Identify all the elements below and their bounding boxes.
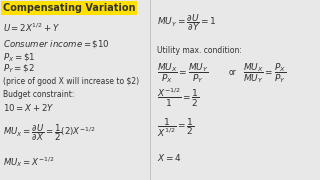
Text: (price of good X will increase to $2): (price of good X will increase to $2)	[3, 77, 139, 86]
Text: $X = 4$: $X = 4$	[157, 152, 181, 163]
Text: $MU_X = X^{-1/2}$: $MU_X = X^{-1/2}$	[3, 155, 55, 169]
Text: Compensating Variation: Compensating Variation	[3, 3, 136, 13]
Text: $\dfrac{MU_X}{P_X} = \dfrac{MU_Y}{P_Y}$: $\dfrac{MU_X}{P_X} = \dfrac{MU_Y}{P_Y}$	[157, 61, 209, 85]
Text: $\dfrac{MU_X}{MU_Y} = \dfrac{P_X}{P_Y}$: $\dfrac{MU_X}{MU_Y} = \dfrac{P_X}{P_Y}$	[243, 61, 286, 85]
Text: $MU_Y = \dfrac{\partial U}{\partial Y} = 1$: $MU_Y = \dfrac{\partial U}{\partial Y} =…	[157, 12, 217, 33]
Text: $Consumer\ income = \$10$: $Consumer\ income = \$10$	[3, 38, 110, 50]
Text: $\dfrac{X^{-1/2}}{1} = \dfrac{1}{2}$: $\dfrac{X^{-1/2}}{1} = \dfrac{1}{2}$	[157, 87, 199, 109]
Text: $P_X = \$1$: $P_X = \$1$	[3, 51, 36, 63]
Text: or: or	[229, 68, 237, 77]
Text: Budget constraint:: Budget constraint:	[3, 90, 75, 99]
Text: $U = 2X^{1/2} + Y$: $U = 2X^{1/2} + Y$	[3, 22, 60, 34]
Text: Utility max. condition:: Utility max. condition:	[157, 46, 242, 55]
Text: $P_Y = \$2$: $P_Y = \$2$	[3, 62, 35, 73]
Text: $MU_X = \dfrac{\partial U}{\partial X} = \dfrac{1}{2}(2)X^{-1/2}$: $MU_X = \dfrac{\partial U}{\partial X} =…	[3, 122, 96, 143]
Text: $\dfrac{1}{X^{1/2}} = \dfrac{1}{2}$: $\dfrac{1}{X^{1/2}} = \dfrac{1}{2}$	[157, 117, 194, 139]
Text: $10 = X + 2Y$: $10 = X + 2Y$	[3, 102, 55, 113]
